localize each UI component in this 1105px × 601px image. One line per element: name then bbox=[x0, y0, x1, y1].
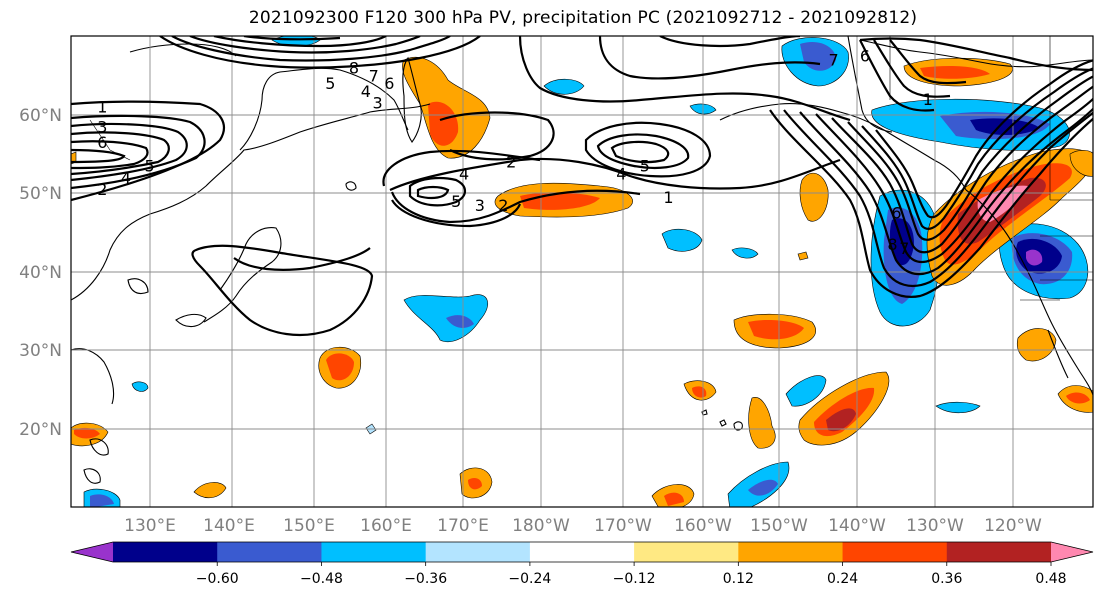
colorbar-tick-label: −0.12 bbox=[613, 571, 656, 587]
contour-label: 7 bbox=[829, 51, 839, 70]
contour-label: 2 bbox=[498, 196, 508, 215]
contour-label: 5 bbox=[325, 74, 335, 93]
lon-label: 150°E bbox=[283, 516, 335, 536]
colorbar-tick-label: −0.24 bbox=[508, 571, 551, 587]
contour-label: 4 bbox=[616, 164, 626, 183]
map-title: 2021092300 F120 300 hPa PV, precipitatio… bbox=[248, 8, 918, 28]
lon-label: 130°E bbox=[124, 516, 176, 536]
contour-label: 7 bbox=[369, 66, 379, 85]
contour-label: 6 bbox=[891, 204, 901, 223]
lat-label: 40°N bbox=[19, 263, 62, 283]
contour-label: 3 bbox=[475, 196, 485, 215]
lat-label: 60°N bbox=[19, 106, 62, 126]
colorbar-tick-label: 0.24 bbox=[827, 571, 858, 587]
colorbar-extend-max bbox=[1051, 542, 1093, 562]
lon-label: 150°W bbox=[750, 516, 808, 536]
contour-label: 2 bbox=[97, 180, 107, 199]
contour-label: 6 bbox=[97, 133, 107, 152]
colorbar-tick-label: 0.48 bbox=[1035, 571, 1066, 587]
contour-label: 8 bbox=[887, 235, 897, 254]
lat-label: 30°N bbox=[19, 341, 62, 361]
colorbar-swatch bbox=[321, 542, 427, 562]
longitude-labels: 130°E 140°E 150°E 160°E 170°E 180°W 170°… bbox=[124, 516, 1042, 536]
colorbar-tick-label: 0.12 bbox=[723, 571, 754, 587]
lon-label: 130°W bbox=[906, 516, 964, 536]
contour-label: 3 bbox=[373, 94, 383, 113]
colorbar-swatch bbox=[946, 542, 1052, 562]
map-frame bbox=[70, 35, 1094, 508]
lon-label: 160°E bbox=[360, 516, 412, 536]
lon-label: 180°W bbox=[512, 516, 570, 536]
lon-label: 160°W bbox=[674, 516, 732, 536]
colorbar-tick-label: −0.36 bbox=[404, 571, 447, 587]
contour-label: 5 bbox=[451, 192, 461, 211]
lon-label: 120°W bbox=[984, 516, 1042, 536]
colorbar-swatch bbox=[634, 542, 739, 562]
colorbar-tick-label: −0.48 bbox=[300, 571, 343, 587]
contour-label: 1 bbox=[97, 98, 107, 117]
colorbar-swatch bbox=[738, 542, 844, 562]
precipitation-shading bbox=[71, 36, 1093, 507]
colorbar-outline bbox=[70, 541, 1094, 563]
lon-label: 170°E bbox=[437, 516, 489, 536]
gridlines bbox=[71, 36, 1093, 507]
pv-contours bbox=[71, 36, 1093, 336]
contour-label: 8 bbox=[349, 58, 359, 77]
colorbar-swatch bbox=[842, 542, 948, 562]
lon-label: 140°E bbox=[203, 516, 255, 536]
contour-label: 7 bbox=[899, 239, 909, 258]
colorbar-swatch bbox=[529, 542, 635, 562]
colorbar-tick-label: 0.36 bbox=[931, 571, 962, 587]
contour-label: 2 bbox=[506, 153, 516, 172]
latitude-labels: 60°N 50°N 40°N 30°N 20°N bbox=[19, 106, 62, 440]
contour-label: 1 bbox=[663, 188, 673, 207]
colorbar-extend-min bbox=[71, 542, 113, 562]
contour-label: 6 bbox=[860, 47, 870, 66]
lon-label: 170°W bbox=[594, 516, 652, 536]
lon-label: 140°W bbox=[828, 516, 886, 536]
contour-label: 4 bbox=[361, 82, 371, 101]
colorbar-labels: −0.60 −0.48 −0.36 −0.24 −0.12 0.12 0.24 0.36 0.4… bbox=[196, 562, 1067, 587]
lat-label: 20°N bbox=[19, 420, 62, 440]
contour-label: 5 bbox=[145, 157, 155, 176]
contour-label: 6 bbox=[384, 74, 394, 93]
contour-label: 5 bbox=[640, 157, 650, 176]
contour-label: 4 bbox=[459, 164, 469, 183]
contour-label: 3 bbox=[97, 117, 107, 136]
colorbar-swatch bbox=[425, 542, 531, 562]
contour-label: 1 bbox=[923, 90, 933, 109]
coastlines bbox=[71, 36, 1093, 484]
colorbar-swatch bbox=[113, 542, 218, 562]
contour-label: 4 bbox=[121, 168, 131, 187]
lat-label: 50°N bbox=[19, 184, 62, 204]
colorbar-swatch bbox=[217, 542, 322, 562]
colorbar-tick-label: −0.60 bbox=[196, 571, 239, 587]
colorbar bbox=[70, 541, 1094, 563]
